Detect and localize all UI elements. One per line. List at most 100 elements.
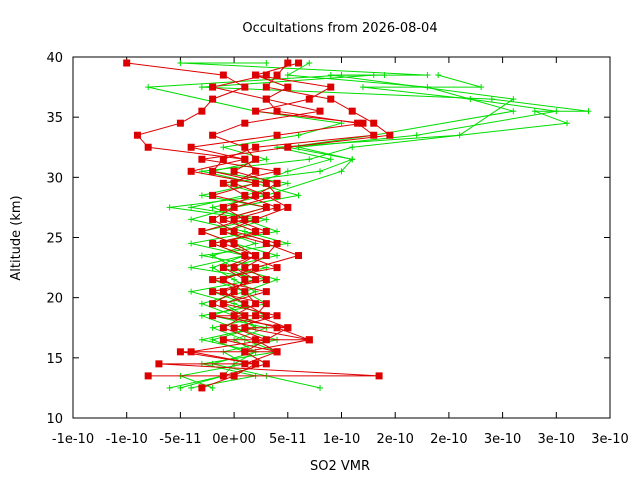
data-point — [219, 372, 227, 380]
x-tick-label: -1e-10 — [106, 432, 148, 447]
data-point — [305, 336, 313, 344]
data-point — [209, 300, 217, 308]
x-axis-ticks: -1e-10 -1e-10 -5e-11 0e+00 5e-11 1e-10 2e-10 2e… — [52, 57, 629, 447]
data-point — [219, 155, 227, 163]
data-point — [188, 216, 195, 223]
data-point — [219, 71, 227, 79]
data-point — [273, 240, 281, 248]
data-point — [230, 324, 238, 332]
data-point — [262, 360, 270, 368]
data-point — [386, 131, 394, 139]
data-point — [273, 191, 281, 199]
data-point — [252, 155, 260, 163]
data-point — [295, 144, 302, 151]
data-point — [219, 276, 227, 284]
data-point — [241, 155, 249, 163]
data-point — [219, 300, 227, 308]
data-point — [123, 59, 131, 67]
data-point — [187, 348, 195, 356]
data-point — [273, 71, 281, 79]
data-point — [209, 276, 217, 284]
data-point — [273, 312, 281, 320]
data-point — [241, 143, 249, 151]
data-point — [252, 215, 260, 223]
y-tick-label: 20 — [46, 292, 63, 307]
data-point — [295, 252, 303, 260]
data-point — [349, 144, 356, 151]
data-point — [145, 84, 152, 91]
data-point — [188, 384, 195, 391]
data-point — [327, 156, 334, 163]
data-point — [295, 59, 303, 67]
series-square-markers — [123, 59, 394, 392]
data-point — [252, 179, 260, 187]
data-point — [241, 276, 249, 284]
data-point — [273, 107, 281, 115]
data-point — [166, 204, 173, 211]
data-point — [230, 227, 238, 235]
data-point — [219, 203, 227, 211]
data-point — [219, 324, 227, 332]
data-point — [564, 120, 571, 127]
data-point — [144, 372, 152, 380]
data-point — [327, 72, 334, 79]
data-point — [262, 95, 270, 103]
data-point — [273, 203, 281, 211]
data-point — [241, 83, 249, 91]
data-point — [188, 240, 195, 247]
plot-frame — [72, 56, 611, 419]
data-point — [198, 227, 206, 235]
series-plus-markers — [145, 60, 592, 391]
data-point — [198, 336, 205, 343]
data-point — [241, 312, 249, 320]
data-point — [262, 300, 270, 308]
data-point — [209, 288, 217, 296]
data-point — [241, 252, 249, 260]
data-point — [435, 72, 442, 79]
data-point — [273, 131, 281, 139]
data-point — [510, 96, 517, 103]
data-point — [219, 336, 227, 344]
data-point — [241, 288, 249, 296]
data-point — [252, 240, 259, 247]
series-layer — [123, 59, 592, 392]
x-tick-label: 2e-10 — [376, 432, 414, 447]
data-point — [241, 360, 249, 368]
data-point — [273, 348, 281, 356]
data-point — [241, 119, 249, 127]
x-tick-label: 3e-10 — [591, 432, 629, 447]
data-point — [262, 191, 270, 199]
data-point — [262, 203, 270, 211]
data-point — [252, 252, 260, 260]
data-point — [262, 227, 270, 235]
data-point — [230, 167, 238, 175]
data-point — [198, 155, 206, 163]
data-point — [284, 72, 291, 79]
data-point — [198, 252, 205, 259]
data-point — [252, 191, 260, 199]
data-point — [284, 240, 291, 247]
data-point — [273, 179, 281, 187]
x-tick-label: 3e-10 — [538, 432, 576, 447]
data-point — [338, 168, 345, 175]
data-point — [219, 264, 227, 272]
data-point — [230, 215, 238, 223]
y-tick-label: 10 — [46, 412, 63, 427]
data-point — [209, 83, 217, 91]
y-tick-label: 35 — [46, 111, 63, 126]
data-point — [252, 336, 260, 344]
data-point — [252, 264, 260, 272]
data-point — [252, 360, 260, 368]
data-point — [241, 264, 249, 272]
data-point — [198, 192, 205, 199]
data-point — [262, 252, 270, 260]
data-point — [381, 72, 388, 79]
data-point — [188, 288, 195, 295]
profile-line — [191, 62, 392, 389]
x-axis-label: SO2 VMR — [310, 459, 370, 474]
data-point — [284, 168, 291, 175]
data-point — [198, 384, 206, 392]
data-point — [262, 312, 270, 320]
data-point — [263, 216, 270, 223]
data-point — [230, 179, 238, 187]
